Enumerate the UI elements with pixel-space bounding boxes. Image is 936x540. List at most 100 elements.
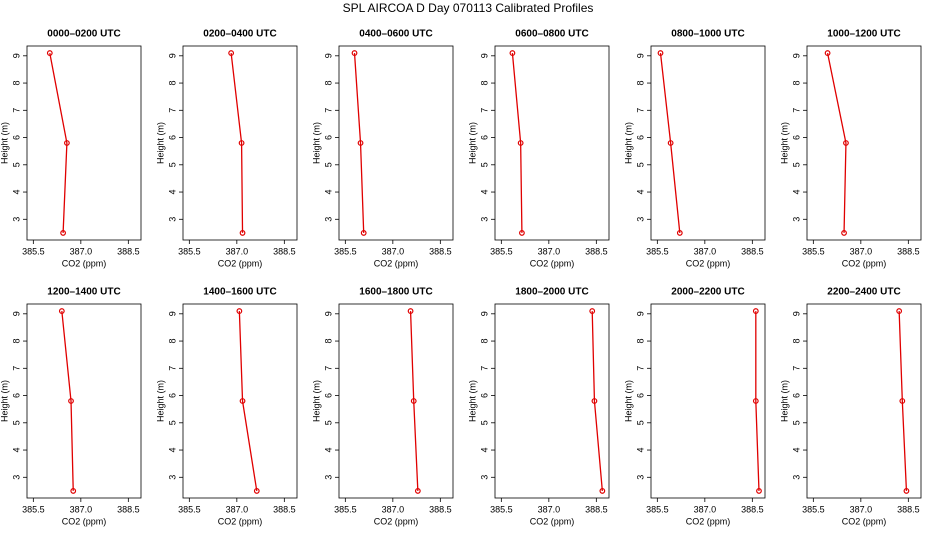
y-tick-label: 8 (167, 81, 177, 86)
y-tick-label: 6 (791, 135, 801, 140)
y-tick-label: 9 (479, 311, 489, 316)
y-tick-label: 7 (791, 366, 801, 371)
y-tick-label: 6 (479, 393, 489, 398)
y-tick-label: 5 (11, 162, 21, 167)
y-tick-label: 5 (167, 162, 177, 167)
y-axis-label: Height (m) (467, 122, 477, 164)
profile-line (898, 311, 908, 491)
y-tick-label: 6 (635, 393, 645, 398)
y-tick-label: 8 (167, 339, 177, 344)
data-point (896, 308, 903, 314)
x-axis-label: CO2 (ppm) (218, 258, 263, 268)
profile-line (755, 311, 760, 491)
profile-line (230, 53, 244, 233)
profile-line (49, 52, 68, 233)
y-tick-label: 7 (11, 108, 21, 113)
y-axis-label: Height (m) (155, 122, 165, 164)
plot-frame (182, 303, 298, 499)
x-axis-label: CO2 (ppm) (530, 258, 575, 268)
y-tick-label: 7 (635, 366, 645, 371)
y-tick-label: 3 (11, 217, 21, 222)
data-point (407, 308, 414, 314)
data-point (517, 140, 524, 146)
y-tick-label: 7 (11, 366, 21, 371)
x-axis-label: CO2 (ppm) (530, 516, 575, 526)
x-tick-label: 388.5 (897, 504, 920, 514)
data-point (68, 398, 74, 404)
y-axis-label: Height (m) (623, 122, 633, 164)
y-tick-label: 3 (479, 217, 489, 222)
y-tick-label: 6 (791, 393, 801, 398)
y-tick-label: 8 (323, 81, 333, 86)
x-tick-label: 388.5 (273, 504, 296, 514)
x-axis-label: CO2 (ppm) (686, 516, 731, 526)
x-tick-label: 385.5 (334, 504, 357, 514)
y-tick-label: 9 (791, 53, 801, 58)
data-point (239, 398, 246, 404)
x-tick-label: 385.5 (334, 246, 357, 256)
data-point (752, 308, 759, 314)
panel-title: 0400–0600 UTC (359, 29, 432, 40)
x-tick-label: 387.0 (538, 246, 561, 256)
y-tick-label: 9 (11, 53, 21, 58)
x-tick-label: 388.5 (585, 504, 608, 514)
data-point (676, 230, 683, 236)
y-tick-label: 9 (167, 311, 177, 316)
profile-line (826, 52, 847, 233)
y-tick-label: 7 (479, 366, 489, 371)
x-tick-label: 387.0 (694, 504, 717, 514)
plot-frame (182, 45, 298, 241)
y-tick-label: 5 (635, 420, 645, 425)
x-tick-label: 387.0 (70, 246, 93, 256)
data-point (589, 308, 596, 314)
y-tick-label: 9 (479, 53, 489, 58)
y-tick-label: 7 (635, 108, 645, 113)
x-tick-label: 387.0 (382, 246, 405, 256)
panel-title: 2200–2400 UTC (827, 287, 900, 298)
y-tick-label: 5 (791, 162, 801, 167)
y-tick-label: 6 (167, 135, 177, 140)
y-tick-label: 9 (11, 311, 21, 316)
y-tick-label: 7 (791, 108, 801, 113)
data-point (63, 140, 70, 146)
x-tick-label: 387.0 (70, 504, 93, 514)
x-tick-label: 385.5 (646, 246, 669, 256)
y-tick-label: 6 (11, 135, 21, 140)
y-tick-label: 5 (323, 420, 333, 425)
x-tick-label: 387.0 (226, 504, 249, 514)
y-axis-label: Height (m) (311, 380, 321, 422)
y-tick-label: 5 (479, 420, 489, 425)
y-tick-label: 8 (11, 339, 21, 344)
x-tick-label: 388.5 (585, 246, 608, 256)
plot-frame (338, 45, 454, 241)
data-point (843, 140, 849, 146)
data-point (591, 398, 598, 404)
y-axis-label: Height (m) (779, 380, 789, 422)
y-tick-label: 7 (323, 108, 333, 113)
x-tick-label: 387.0 (850, 246, 873, 256)
y-tick-label: 8 (791, 339, 801, 344)
y-tick-label: 4 (323, 190, 333, 195)
y-tick-label: 3 (791, 475, 801, 480)
x-tick-label: 388.5 (117, 504, 140, 514)
data-point (239, 230, 246, 236)
plot-frame (338, 303, 454, 499)
x-tick-label: 385.5 (646, 504, 669, 514)
profile-line (591, 311, 603, 491)
y-tick-label: 8 (791, 81, 801, 86)
y-tick-label: 4 (167, 448, 177, 453)
y-tick-label: 7 (479, 108, 489, 113)
x-tick-label: 385.5 (802, 504, 825, 514)
x-tick-label: 388.5 (429, 504, 452, 514)
plot-frame (494, 303, 610, 499)
y-tick-label: 3 (11, 475, 21, 480)
profile-line (511, 53, 523, 233)
data-point (414, 488, 421, 494)
x-tick-label: 388.5 (273, 246, 296, 256)
y-tick-label: 4 (11, 190, 21, 195)
profile-line (409, 311, 419, 491)
data-point (519, 230, 525, 236)
panel-title: 0000–0200 UTC (47, 29, 120, 40)
y-tick-label: 4 (791, 448, 801, 453)
